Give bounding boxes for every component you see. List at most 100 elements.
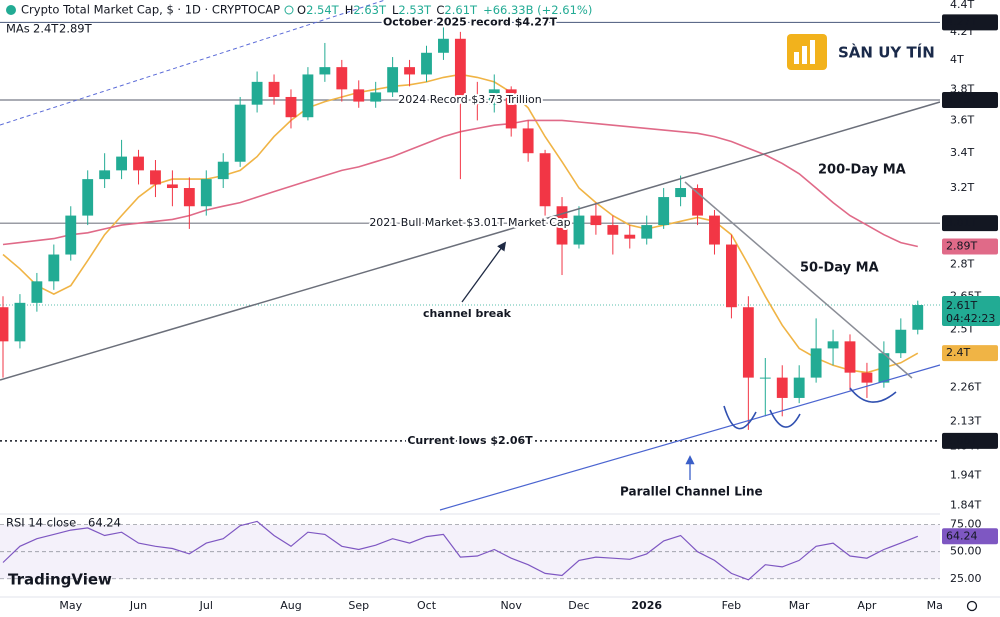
- symbol-icon: [6, 5, 16, 15]
- candle-body: [336, 67, 348, 90]
- candle-body: [82, 179, 94, 216]
- x-tick-label: Nov: [500, 599, 522, 612]
- rsi-tick-label: 25.00: [950, 572, 982, 585]
- ma-legend: MAs: [6, 22, 30, 36]
- candle-body: [692, 188, 703, 216]
- drawings: [0, 0, 941, 511]
- ma-legend-value: 2.4T: [33, 22, 59, 36]
- level-label: [942, 215, 998, 232]
- candle-body: [183, 188, 195, 207]
- ohlc-value: 2.63T: [353, 3, 387, 17]
- trend-line: [0, 0, 386, 126]
- rsi-value: 64.24: [88, 516, 121, 530]
- arrow: [461, 241, 507, 303]
- candle-body: [522, 128, 534, 154]
- x-tick-label: Feb: [722, 599, 741, 612]
- candle-body: [827, 341, 839, 349]
- candle-body: [658, 197, 670, 226]
- x-tick-label: Aug: [280, 599, 301, 612]
- candle-body: [590, 215, 602, 226]
- under-layer: [0, 21, 940, 580]
- symbol-title: Crypto Total Market Cap, $ · 1D · CRYPTO…: [21, 3, 280, 17]
- candle-body: [234, 104, 246, 162]
- status-dot: [284, 5, 294, 15]
- logo-icon: [810, 40, 815, 64]
- candle-body: [556, 206, 568, 245]
- settings-icon: [966, 600, 978, 612]
- candle-body: [116, 156, 128, 171]
- candle-body: [505, 89, 517, 129]
- candle-body: [438, 38, 449, 53]
- x-tick-label: 2026: [631, 599, 662, 612]
- countdown-text: 04:42:23: [946, 312, 995, 325]
- candle-body: [675, 188, 687, 198]
- x-tick-label: Ma: [927, 599, 943, 612]
- downtrend-line: [684, 181, 913, 379]
- ohlc-key: L: [392, 3, 399, 17]
- candle-body: [641, 225, 653, 239]
- level-note: 2021 Bull Market $3.01T Market Cap: [369, 216, 570, 229]
- channel-line: [0, 101, 941, 381]
- ma-label: [942, 238, 998, 255]
- x-tick-label: Dec: [568, 599, 589, 612]
- candle-body: [319, 67, 331, 75]
- ohlc-change: +66.33B (+2.61%): [483, 3, 592, 17]
- candle-body: [14, 302, 26, 342]
- x-tick-label: Jul: [199, 599, 213, 612]
- candle-body: [48, 254, 60, 282]
- candle-body: [471, 96, 483, 105]
- price-layer: [0, 22, 924, 581]
- ma-label: [942, 345, 998, 362]
- rsi-last-label: [942, 528, 998, 545]
- last-price-label: [942, 296, 1000, 327]
- ohlc-key: O: [297, 3, 306, 17]
- candle-body: [387, 67, 399, 93]
- ohlc-value: 2.53T: [398, 3, 432, 17]
- candle-body: [285, 96, 297, 118]
- candle-body: [166, 184, 178, 189]
- x-tick-label: Apr: [857, 599, 877, 612]
- candle-body: [539, 153, 551, 207]
- candle-body: [742, 307, 754, 378]
- candle-body: [624, 234, 636, 239]
- annotation: Parallel Channel Line: [620, 485, 763, 499]
- candle-body: [844, 341, 856, 373]
- candle-body: [251, 81, 263, 105]
- ohlc-key: H: [345, 3, 354, 17]
- ma-label-text: 2.4T: [946, 346, 970, 359]
- candle-body: [488, 89, 500, 105]
- y-tick-label: 2.26T: [950, 381, 981, 394]
- candle-body: [200, 179, 212, 207]
- ohlc-value: 2.61T: [444, 3, 478, 17]
- rsi-tick-label: 75.00: [950, 518, 982, 531]
- candle-body: [725, 244, 737, 308]
- candle-body: [370, 92, 382, 102]
- watermark: TradingView: [8, 571, 112, 589]
- ma-annotation: 50-Day MA: [800, 261, 879, 276]
- x-tick-label: Mar: [789, 599, 810, 612]
- level-note: 2024 Record $3.73 Trillion: [398, 93, 542, 106]
- parallel-channel-line: [439, 364, 941, 511]
- level-note: Current lows $2.06T: [407, 434, 533, 447]
- candle-body: [454, 38, 466, 97]
- candle-body: [31, 281, 43, 303]
- y-tick-label: 4T: [950, 53, 964, 66]
- header: Crypto Total Market Cap, $ · 1D · CRYPTO…: [6, 3, 592, 36]
- bottom-curve: [723, 405, 757, 430]
- ohlc-key: C: [436, 3, 444, 17]
- level-label-text: 2.06T: [946, 434, 977, 447]
- y-tick-label: 3.4T: [950, 146, 974, 159]
- level-label-text: 3.01T: [946, 216, 977, 229]
- rsi-line: [2, 520, 919, 581]
- y-tick-label: 2.8T: [950, 258, 974, 271]
- candle-body: [150, 170, 161, 185]
- candle-body: [709, 215, 720, 245]
- candle-body: [878, 353, 890, 383]
- time-axis: [0, 597, 940, 617]
- ma-annotation: 200-Day MA: [818, 163, 906, 178]
- y-tick-label: 4.4T: [950, 0, 974, 11]
- level-label-text: 4.27T: [946, 15, 977, 28]
- y-tick-label: 3.2T: [950, 181, 974, 194]
